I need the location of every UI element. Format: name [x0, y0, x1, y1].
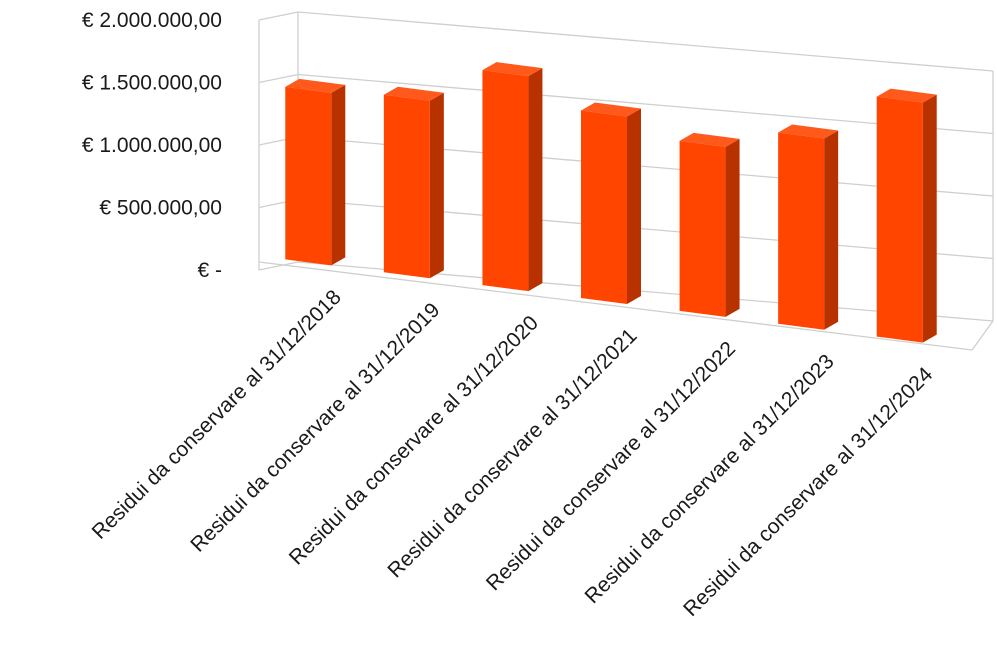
- y-tick-label: € 500.000,00: [99, 197, 222, 220]
- bar-top: [679, 132, 740, 147]
- bar-side: [824, 130, 839, 330]
- side-gridline: [258, 11, 299, 21]
- side-gridline: [258, 73, 299, 84]
- bar-side: [725, 138, 740, 317]
- y-axis-ticks: € - € 500.000,00 € 1.000.000,00 € 1.500.000…: [82, 9, 222, 282]
- bar-side: [922, 94, 937, 343]
- bar: [383, 86, 444, 279]
- bar-top: [482, 62, 543, 77]
- x-category-label: Residui da conservare al 31/12/2020: [285, 311, 543, 569]
- bar: [876, 88, 937, 343]
- bar-top: [876, 88, 937, 103]
- bar-front: [778, 132, 825, 330]
- y-tick-label: € 2.000.000,00: [82, 9, 222, 32]
- bar-side: [331, 84, 346, 266]
- x-category-label: Residui da conservare al 31/12/2021: [383, 324, 641, 582]
- bar: [581, 102, 641, 304]
- bar-front: [876, 96, 923, 343]
- x-category-label: Residui da conservare al 31/12/2024: [679, 363, 937, 621]
- bar: [679, 132, 740, 317]
- x-category-label: Residui da conservare al 31/12/2023: [581, 350, 839, 608]
- floor-front-edge: [258, 261, 973, 351]
- bar-side: [627, 108, 641, 304]
- bar-front: [679, 140, 726, 317]
- bar: [778, 124, 839, 330]
- bar-top: [285, 78, 346, 93]
- bar-front: [383, 94, 430, 279]
- x-category-label: Residui da conservare al 31/12/2022: [482, 337, 740, 595]
- y-tick-label: € -: [197, 259, 222, 282]
- gridline: [297, 11, 994, 72]
- bar-top: [581, 102, 641, 117]
- bar-side: [528, 68, 543, 292]
- x-category-label: Residui da conservare al 31/12/2018: [88, 286, 346, 544]
- bar: [285, 78, 346, 266]
- bar-front: [285, 86, 332, 266]
- bar-front: [482, 70, 529, 292]
- bar: [482, 62, 543, 292]
- bar-series: [285, 62, 937, 343]
- x-category-label: Residui da conservare al 31/12/2019: [186, 299, 444, 557]
- floor-right-edge: [971, 320, 994, 351]
- bar-side: [429, 92, 444, 279]
- bar-front: [581, 110, 627, 304]
- y-tick-label: € 1.500.000,00: [82, 72, 222, 95]
- bar-top: [778, 124, 839, 139]
- side-gridline: [258, 261, 299, 271]
- x-axis-categories: Residui da conservare al 31/12/2018Resid…: [88, 286, 938, 621]
- bar-top: [383, 86, 444, 101]
- y-tick-label: € 1.000.000,00: [82, 134, 222, 157]
